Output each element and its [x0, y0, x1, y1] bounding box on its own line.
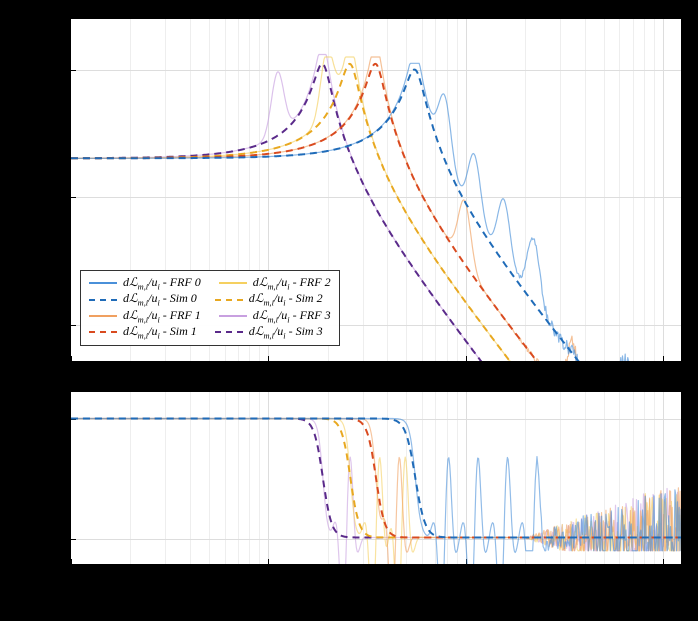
phase-ylabel: ∠ dℒm,i/ui [deg] — [18, 437, 37, 538]
legend-item: dℒm,i/ui - FRF 2 — [219, 275, 331, 291]
ytick-label: 10¹ — [48, 62, 64, 77]
magnitude-ylabel: |dℒm,i/ui (jω)| [-] — [18, 157, 37, 260]
legend: dℒm,i/ui - FRF 0dℒm,i/ui - FRF 2dℒm,i/ui… — [80, 270, 340, 346]
legend-item: dℒm,i/ui - FRF 0 — [89, 275, 201, 291]
xtick-label: 10³ — [654, 570, 670, 585]
legend-item: dℒm,i/ui - Sim 0 — [89, 291, 197, 307]
legend-item: dℒm,i/ui - FRF 1 — [89, 308, 201, 324]
ytick-label: 0 — [58, 411, 64, 426]
legend-item: dℒm,i/ui - FRF 3 — [219, 308, 331, 324]
xtick-label: 10¹ — [259, 570, 275, 585]
legend-item: dℒm,i/ui - Sim 1 — [89, 324, 197, 340]
legend-item: dℒm,i/ui - Sim 3 — [215, 324, 323, 340]
ytick-label: 10⁰ — [47, 189, 64, 204]
ytick-label: 10⁻¹ — [42, 317, 64, 332]
xtick-label: 10² — [457, 570, 473, 585]
frequency-xlabel: ω / 2π [Hz] — [331, 591, 403, 607]
xtick-label: 10⁰ — [62, 570, 79, 585]
legend-item: dℒm,i/ui - Sim 2 — [215, 291, 323, 307]
ytick-label: -180 — [42, 531, 64, 546]
phase-plot — [70, 391, 682, 565]
